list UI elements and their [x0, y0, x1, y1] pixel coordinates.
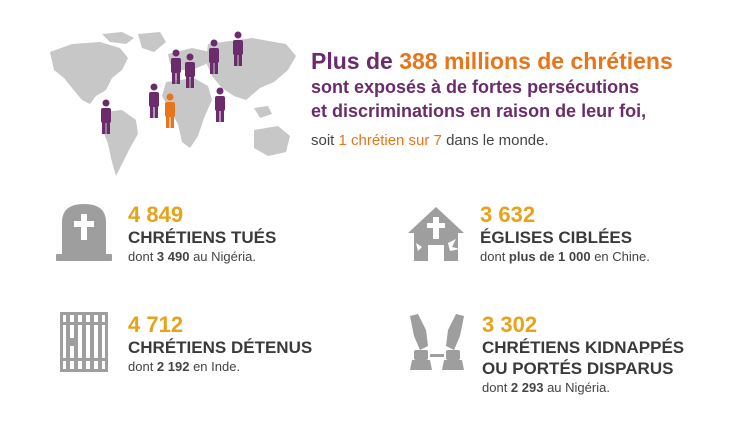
- stat-number: 3 302: [482, 312, 538, 337]
- stat-detail: dont 2 192 en Inde.: [128, 359, 241, 374]
- tombstone-icon: [56, 204, 112, 261]
- headline-line1: Plus de 388 millions de chrétiens: [311, 48, 673, 74]
- stat-label: CHRÉTIENS DÉTENUS: [128, 338, 313, 357]
- headline-line2: sont exposés à de fortes persécutions: [311, 77, 640, 97]
- headline-line4: soit 1 chrétien sur 7 dans le monde.: [311, 132, 549, 149]
- church-icon: [408, 207, 464, 261]
- prison-bars-icon: [60, 312, 108, 372]
- world-map-icon: [50, 31, 296, 176]
- stat-number: 3 632: [480, 202, 536, 227]
- stat-label: CHRÉTIENS TUÉS: [128, 228, 277, 247]
- headline-line3: et discriminations en raison de leur foi…: [311, 101, 647, 121]
- stat-kidnapped: 3 302 CHRÉTIENS KIDNAPPÉS OU PORTÉS DISP…: [482, 313, 684, 397]
- stat-churches: 3 632 ÉGLISES CIBLÉES dont plus de 1 000…: [480, 203, 650, 266]
- stat-detail: dont 2 293 au Nigéria.: [482, 380, 610, 395]
- stat-killed: 4 849 CHRÉTIENS TUÉS dont 3 490 au Nigér…: [128, 203, 276, 266]
- stat-number: 4 849: [128, 202, 184, 227]
- stat-label-line1: CHRÉTIENS KIDNAPPÉS: [482, 338, 685, 357]
- stat-number: 4 712: [128, 312, 184, 337]
- stat-detail: dont plus de 1 000 en Chine.: [480, 249, 650, 264]
- handcuffs-icon: [410, 314, 464, 370]
- headline-highlight: 388 millions de chrétiens: [399, 48, 673, 74]
- stat-label-line2: OU PORTÉS DISPARUS: [482, 359, 674, 378]
- stat-detail: dont 3 490 au Nigéria.: [128, 249, 256, 264]
- stat-detained: 4 712 CHRÉTIENS DÉTENUS dont 2 192 en In…: [128, 313, 312, 376]
- stat-label: ÉGLISES CIBLÉES: [480, 228, 633, 247]
- ratio-highlight: 1 chrétien sur 7: [338, 132, 442, 149]
- headline: Plus de 388 millions de chrétiens sont e…: [311, 47, 741, 151]
